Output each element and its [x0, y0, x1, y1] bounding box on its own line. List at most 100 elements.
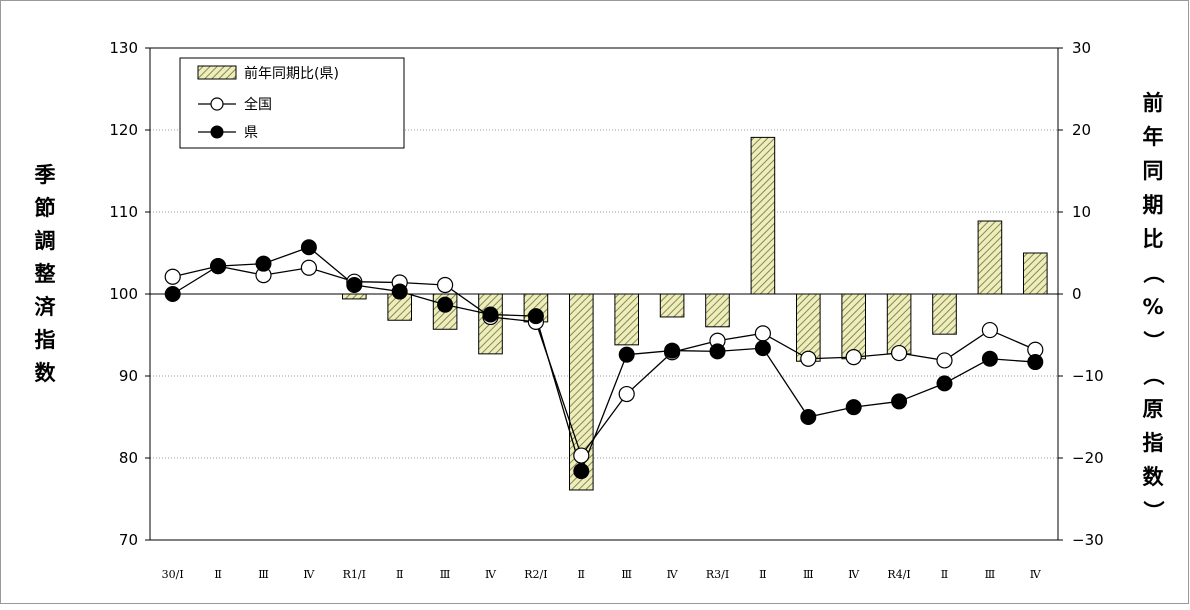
- right-tick-label: −30: [1072, 531, 1104, 549]
- left-axis-label-char: 調: [35, 229, 56, 253]
- bar: [705, 293, 730, 328]
- point-prefecture: [845, 399, 862, 416]
- x-axis-ticks: 30/Ⅰ Ⅱ Ⅲ Ⅳ R1/Ⅰ Ⅱ Ⅲ Ⅳ R2/Ⅰ Ⅱ Ⅲ Ⅳ R3/Ⅰ Ⅱ Ⅲ Ⅳ R4/Ⅰ Ⅱ Ⅲ Ⅳ: [162, 568, 1042, 581]
- point-prefecture: [346, 276, 363, 293]
- bar-series: [341, 136, 1048, 491]
- x-tick-label: Ⅱ: [214, 568, 221, 581]
- x-tick-label: Ⅱ: [759, 568, 766, 581]
- point-prefecture: [164, 286, 181, 302]
- x-tick-label: Ⅳ: [848, 568, 860, 581]
- legend-marker-prefecture: [210, 125, 224, 139]
- point-prefecture: [800, 409, 817, 425]
- point-prefecture: [709, 343, 726, 360]
- right-axis-label-char: 同: [1143, 159, 1164, 183]
- right-tick-label: 20: [1072, 121, 1091, 139]
- right-tick-label: 10: [1072, 203, 1091, 221]
- right-axis-label-char: （: [1141, 263, 1165, 284]
- left-axis-label-char: 季: [35, 163, 56, 187]
- left-axis-ticks: 70 80 90 100 110 120 130: [109, 39, 150, 549]
- left-tick-label: 120: [109, 121, 138, 139]
- point-prefecture: [210, 258, 227, 275]
- point-prefecture: [437, 296, 454, 313]
- point-prefecture: [527, 308, 544, 325]
- x-tick-label: R1/Ⅰ: [343, 568, 366, 581]
- point-prefecture: [664, 342, 681, 359]
- bar: [932, 293, 957, 335]
- left-tick-label: 70: [119, 531, 138, 549]
- point-prefecture: [1027, 354, 1044, 371]
- point-national: [754, 325, 772, 342]
- x-tick-label: R2/Ⅰ: [524, 568, 547, 581]
- right-axis-label-char: 前: [1143, 91, 1164, 115]
- point-prefecture: [891, 393, 908, 410]
- x-tick-label: Ⅳ: [1030, 568, 1042, 581]
- point-prefecture: [482, 306, 499, 323]
- x-tick-label: Ⅲ: [803, 568, 814, 581]
- line-series: [164, 239, 1044, 480]
- x-tick-label: Ⅲ: [985, 568, 996, 581]
- right-tick-label: −10: [1072, 367, 1104, 385]
- x-tick-label: Ⅲ: [258, 568, 269, 581]
- left-tick-label: 110: [109, 203, 138, 221]
- point-national: [845, 349, 862, 366]
- legend-label-bar: 前年同期比(県): [244, 65, 339, 82]
- x-tick-label: Ⅲ: [621, 568, 632, 581]
- right-tick-label: 0: [1072, 285, 1082, 303]
- point-national: [300, 259, 317, 276]
- x-tick-label: Ⅳ: [485, 568, 497, 581]
- point-national: [573, 447, 590, 464]
- right-tick-label: 30: [1072, 39, 1091, 57]
- right-axis-label-char: 指: [1143, 431, 1164, 455]
- bar: [341, 293, 367, 300]
- right-axis-label-char: 数: [1143, 465, 1165, 489]
- right-axis-label-char: %: [1142, 295, 1163, 319]
- left-axis-label-char: 指: [35, 328, 56, 352]
- left-axis-label-char: 整: [35, 262, 56, 286]
- point-prefecture: [300, 239, 317, 256]
- bar: [659, 293, 685, 318]
- point-prefecture: [981, 350, 998, 367]
- x-tick-label: Ⅱ: [396, 568, 403, 581]
- point-prefecture: [255, 255, 272, 272]
- x-tick-label: Ⅳ: [303, 568, 315, 581]
- x-tick-label: Ⅳ: [667, 568, 679, 581]
- left-axis-label-char: 数: [35, 361, 57, 385]
- left-tick-label: 100: [109, 285, 138, 303]
- right-axis-label-char: （: [1141, 365, 1165, 386]
- right-axis-label-char: 原: [1143, 397, 1164, 421]
- point-prefecture: [573, 463, 590, 480]
- point-national: [437, 276, 454, 294]
- left-tick-label: 90: [119, 367, 138, 385]
- x-tick-label: Ⅱ: [578, 568, 585, 581]
- point-national: [890, 344, 908, 362]
- point-prefecture: [754, 340, 771, 357]
- bar: [614, 293, 640, 346]
- right-axis-ticks: 30 20 10 0 −10 −20 −30: [1058, 39, 1104, 549]
- left-axis-label-char: 済: [35, 295, 57, 319]
- bar: [977, 220, 1003, 295]
- legend: 前年同期比(県) 全国県: [179, 57, 405, 149]
- right-axis-label-char: 比: [1143, 227, 1164, 251]
- right-axis-label-char: ）: [1141, 501, 1165, 522]
- x-tick-label: 30/Ⅰ: [162, 568, 184, 581]
- legend-marker-national: [210, 97, 224, 111]
- x-tick-label: R3/Ⅰ: [706, 568, 729, 581]
- bar: [750, 136, 776, 295]
- right-tick-label: −20: [1072, 449, 1104, 467]
- legend-label-national: 全国: [244, 96, 272, 113]
- right-axis-label-char: 年: [1143, 125, 1164, 149]
- point-national: [936, 352, 953, 369]
- bar: [568, 293, 594, 491]
- left-axis-label-char: 節: [35, 196, 56, 220]
- point-prefecture: [391, 283, 408, 300]
- legend-swatch-bar: [197, 65, 237, 80]
- x-tick-label: Ⅲ: [440, 568, 451, 581]
- legend-label-prefecture: 県: [244, 125, 258, 141]
- point-prefecture: [936, 375, 953, 392]
- point-national: [618, 385, 635, 403]
- right-axis-label: 前年同期比 （% ） （ 原指数 ）: [1141, 91, 1165, 522]
